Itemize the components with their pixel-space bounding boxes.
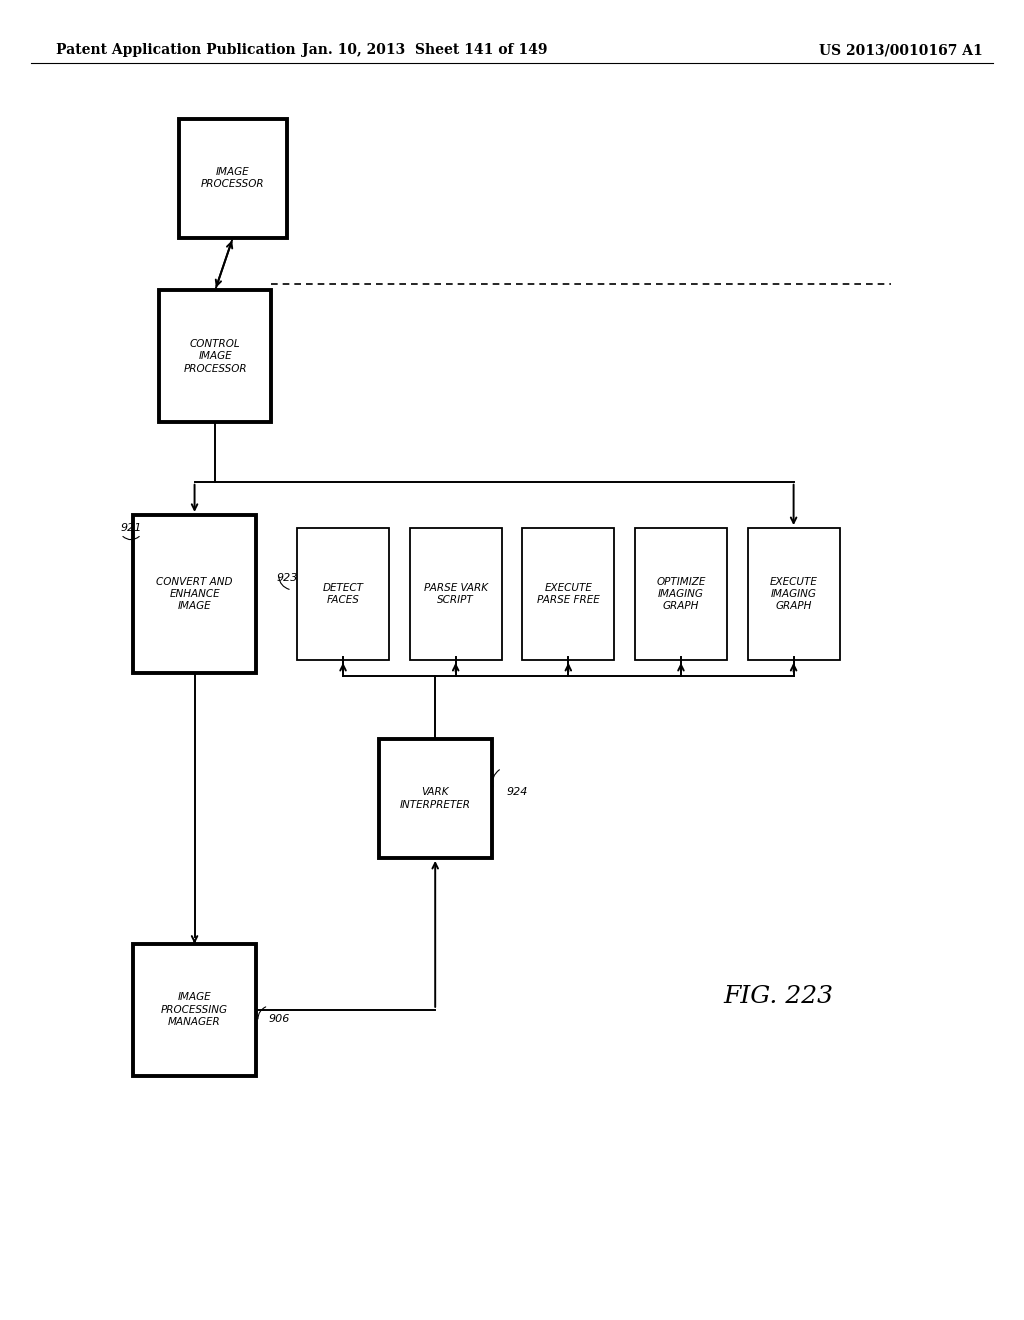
Bar (297, 528, 389, 660)
Bar (159, 290, 271, 422)
Text: CONVERT AND
ENHANCE
IMAGE: CONVERT AND ENHANCE IMAGE (157, 577, 232, 611)
Text: CONTROL
IMAGE
PROCESSOR: CONTROL IMAGE PROCESSOR (183, 339, 247, 374)
Text: 906: 906 (268, 1014, 290, 1024)
Text: EXECUTE
PARSE FREE: EXECUTE PARSE FREE (537, 583, 600, 605)
Text: VARK
INTERPRETER: VARK INTERPRETER (399, 788, 471, 809)
Text: US 2013/0010167 A1: US 2013/0010167 A1 (819, 44, 983, 57)
Bar (133, 515, 256, 673)
Text: 921: 921 (121, 523, 142, 533)
Text: EXECUTE
IMAGING
GRAPH: EXECUTE IMAGING GRAPH (770, 577, 817, 611)
Text: PARSE VARK
SCRIPT: PARSE VARK SCRIPT (424, 583, 487, 605)
Text: OPTIMIZE
IMAGING
GRAPH: OPTIMIZE IMAGING GRAPH (656, 577, 706, 611)
Bar (522, 528, 614, 660)
Bar (410, 528, 502, 660)
Bar (748, 528, 840, 660)
Text: DETECT
FACES: DETECT FACES (323, 583, 364, 605)
Text: IMAGE
PROCESSOR: IMAGE PROCESSOR (201, 168, 265, 189)
Bar (133, 944, 256, 1076)
Text: FIG. 223: FIG. 223 (723, 985, 834, 1008)
Bar (179, 119, 287, 238)
Bar (379, 739, 492, 858)
Text: IMAGE
PROCESSING
MANAGER: IMAGE PROCESSING MANAGER (161, 993, 228, 1027)
Text: 923: 923 (276, 573, 298, 583)
Text: 924: 924 (507, 787, 528, 797)
Bar (635, 528, 727, 660)
Text: Patent Application Publication: Patent Application Publication (56, 44, 296, 57)
Text: Jan. 10, 2013  Sheet 141 of 149: Jan. 10, 2013 Sheet 141 of 149 (302, 44, 548, 57)
